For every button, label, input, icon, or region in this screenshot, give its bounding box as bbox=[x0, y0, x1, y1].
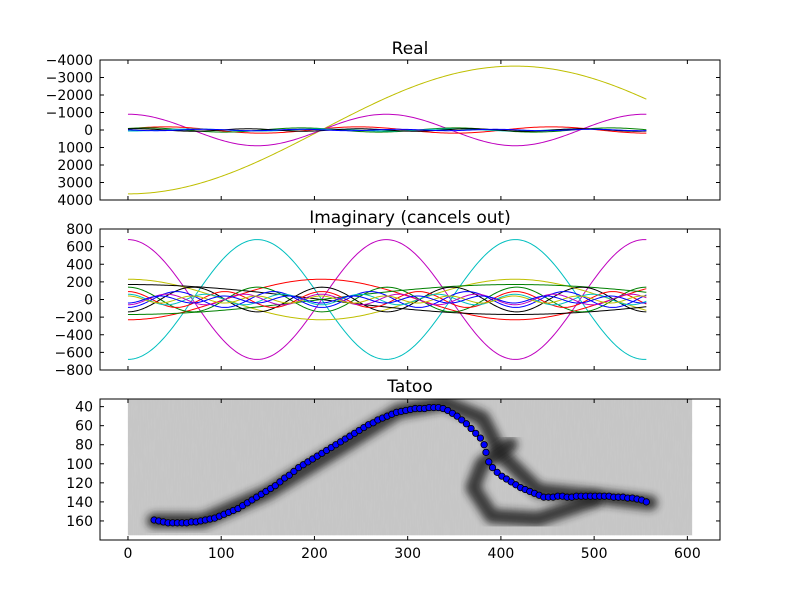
tatoo-x-tick-label-0: 0 bbox=[124, 546, 133, 562]
tatoo-point-74 bbox=[488, 463, 497, 472]
subplot-imaginary-title: Imaginary (cancels out) bbox=[309, 208, 511, 228]
tatoo-point-71 bbox=[480, 441, 488, 449]
tatoo-point-72 bbox=[482, 448, 490, 456]
real-series-line-3 bbox=[127, 127, 647, 133]
real-y-tick-label-8: −4000 bbox=[46, 53, 93, 69]
tatoo-y-tick-label-6: 160 bbox=[66, 514, 93, 530]
subplot-tatoo: Tatoo 0 100 200 300 400 500 600 40 60 80 100 120 140… bbox=[66, 377, 721, 562]
subplot-imaginary-series bbox=[127, 239, 647, 360]
real-series-line-0 bbox=[127, 65, 647, 195]
tatoo-point-67 bbox=[462, 420, 471, 428]
imaginary-y-tick-label-5: −200 bbox=[55, 310, 93, 326]
tatoo-point-30 bbox=[290, 467, 298, 476]
imaginary-series-line-3 bbox=[127, 278, 647, 321]
tatoo-image bbox=[127, 399, 693, 536]
imaginary-y-tick-label-3: 200 bbox=[66, 275, 93, 291]
imaginary-y-tick-label-7: −600 bbox=[55, 345, 93, 361]
tatoo-y-tick-label-3: 100 bbox=[66, 457, 93, 473]
real-y-tick-label-5: −1000 bbox=[46, 106, 93, 122]
tatoo-point-65 bbox=[453, 412, 461, 420]
imaginary-series-line-6 bbox=[127, 286, 647, 313]
tatoo-point-68 bbox=[467, 424, 475, 433]
real-y-tick-label-7: −3000 bbox=[46, 71, 93, 87]
real-y-tick-label-0: 4000 bbox=[57, 193, 93, 209]
imaginary-series-line-0 bbox=[127, 239, 647, 360]
imaginary-y-tick-label-8: −800 bbox=[55, 363, 93, 379]
tatoo-point-75 bbox=[493, 468, 501, 476]
imaginary-series-line-1 bbox=[127, 239, 647, 360]
imaginary-series-line-5 bbox=[127, 284, 647, 315]
real-y-tick-label-1: 3000 bbox=[57, 176, 93, 192]
tatoo-x-tick-label-6: 600 bbox=[674, 546, 701, 562]
subplot-tatoo-frame bbox=[99, 398, 721, 541]
tatoo-point-107 bbox=[642, 498, 650, 506]
tatoo-y-tick-label-4: 120 bbox=[66, 476, 93, 492]
tatoo-y-tick-label-0: 40 bbox=[75, 400, 93, 416]
imaginary-series-line-4 bbox=[127, 284, 647, 315]
real-y-tick-label-3: 1000 bbox=[57, 141, 93, 157]
tatoo-x-tick-label-2: 200 bbox=[301, 546, 328, 562]
tatoo-point-66 bbox=[458, 416, 466, 424]
tatoo-point-26 bbox=[271, 482, 279, 490]
real-series-line-6 bbox=[127, 128, 647, 132]
tatoo-y-tick-label-2: 80 bbox=[75, 438, 93, 454]
tatoo-point-70 bbox=[476, 434, 484, 442]
tatoo-x-tick-label-3: 300 bbox=[394, 546, 421, 562]
real-y-tick-label-2: 2000 bbox=[57, 158, 93, 174]
real-y-tick-label-4: 0 bbox=[84, 123, 93, 139]
imaginary-y-tick-label-1: 600 bbox=[66, 240, 93, 256]
tatoo-x-tick-label-4: 400 bbox=[488, 546, 515, 562]
tatoo-point-29 bbox=[285, 471, 293, 479]
subplot-tatoo-ticks: 0 100 200 300 400 500 600 40 60 80 100 120 140 160 bbox=[66, 399, 720, 562]
imaginary-series-line-2 bbox=[127, 278, 647, 321]
subplot-real-title: Real bbox=[392, 39, 429, 59]
subplot-real-series bbox=[127, 65, 647, 195]
real-y-tick-label-6: −2000 bbox=[46, 88, 93, 104]
tatoo-point-69 bbox=[472, 429, 480, 437]
subplot-tatoo-title: Tatoo bbox=[386, 377, 432, 397]
imaginary-y-tick-label-4: 0 bbox=[84, 293, 93, 309]
tatoo-x-tick-label-5: 500 bbox=[581, 546, 608, 562]
imaginary-series-line-13 bbox=[127, 295, 647, 304]
tatoo-point-27 bbox=[276, 478, 284, 486]
imaginary-y-tick-label-6: −400 bbox=[55, 328, 93, 344]
tatoo-x-tick-label-1: 100 bbox=[208, 546, 235, 562]
imaginary-y-tick-label-0: 800 bbox=[66, 222, 93, 238]
real-series-line-1 bbox=[127, 113, 647, 147]
tatoo-point-73 bbox=[485, 458, 493, 466]
imaginary-y-tick-label-2: 400 bbox=[66, 257, 93, 273]
subplot-tatoo-series bbox=[150, 403, 650, 527]
tatoo-y-tick-label-5: 140 bbox=[66, 495, 93, 511]
imaginary-series-line-12 bbox=[127, 295, 647, 304]
imaginary-series-line-7 bbox=[127, 286, 647, 313]
real-series-line-5 bbox=[127, 128, 647, 132]
tatoo-y-tick-label-1: 60 bbox=[75, 419, 93, 435]
